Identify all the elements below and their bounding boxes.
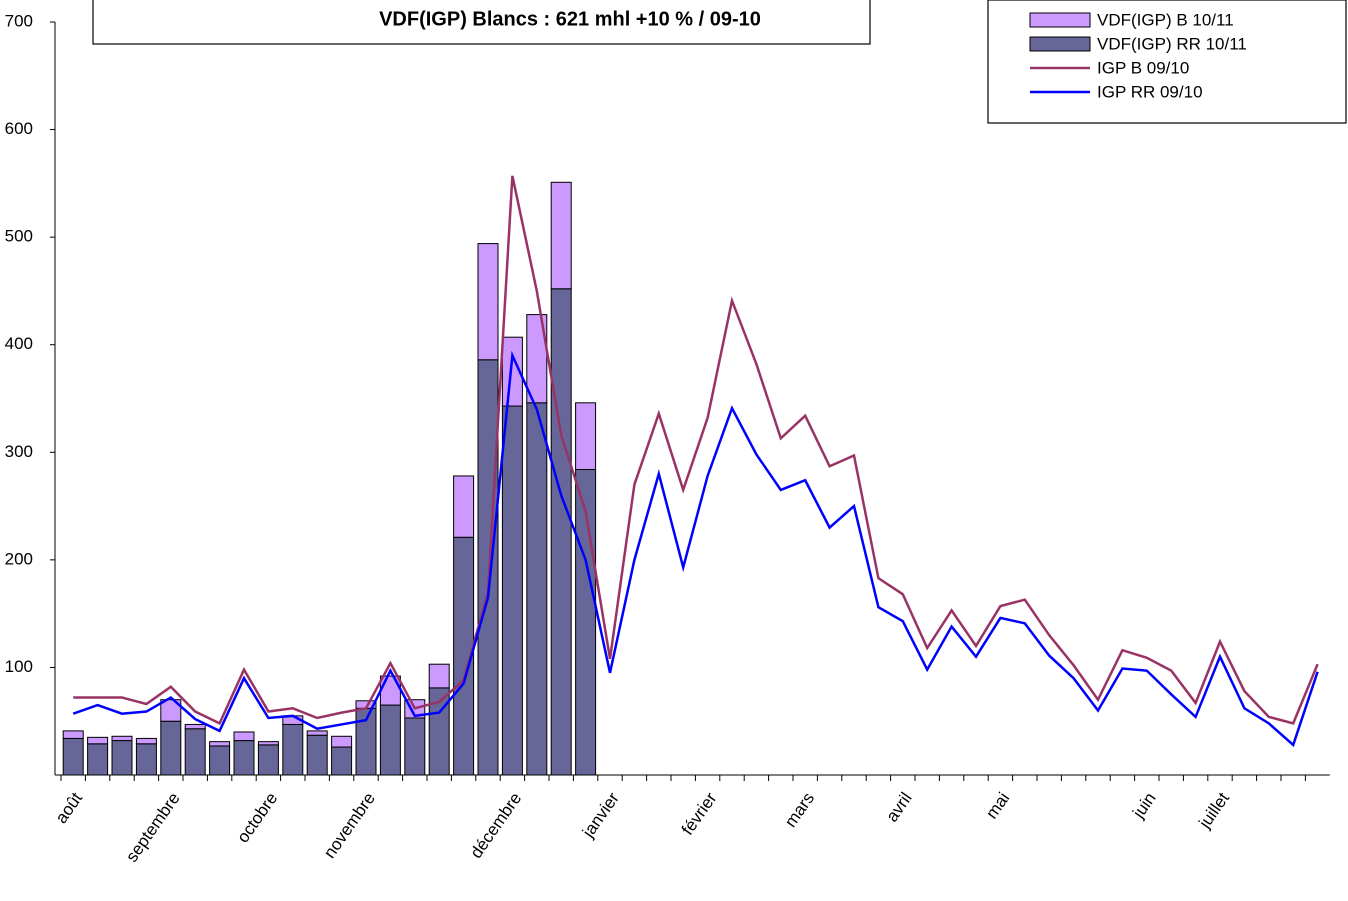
x-tick-label: août [52, 789, 87, 827]
bar [477, 359, 499, 776]
bar [526, 402, 548, 776]
bar [160, 720, 182, 776]
y-tick-label: 400 [5, 334, 33, 353]
x-tick-label: octobre [233, 789, 281, 846]
legend-label: VDF(IGP) RR 10/11 [1097, 34, 1247, 53]
bar [160, 699, 182, 722]
bar [135, 737, 157, 745]
legend-swatch [1029, 12, 1091, 28]
legend-label: IGP RR 09/10 [1097, 82, 1203, 101]
bar [209, 741, 231, 747]
line [72, 350, 1319, 748]
x-tick-label: décembre [466, 789, 525, 862]
line [73, 175, 1319, 726]
bar [135, 743, 157, 776]
bar [379, 675, 401, 706]
bar [477, 243, 499, 361]
bar [62, 730, 84, 739]
bar [233, 731, 255, 742]
bar [184, 728, 206, 776]
x-tick-label: mai [982, 789, 1013, 822]
bar [404, 717, 426, 776]
bar [209, 745, 231, 776]
y-tick-label: 500 [5, 227, 33, 246]
legend-label: IGP B 09/10 [1097, 58, 1189, 77]
bar [257, 744, 279, 776]
x-tick-label: février [678, 789, 721, 839]
y-tick-label: 100 [5, 657, 33, 676]
y-tick-label: 700 [5, 11, 33, 30]
bar [87, 736, 109, 745]
bar [233, 740, 255, 776]
x-tick-label: juin [1128, 789, 1159, 822]
y-tick-label: 200 [5, 549, 33, 568]
x-tick-label: janvier [578, 789, 623, 842]
x-tick-label: novembre [320, 789, 379, 862]
bar [428, 663, 450, 689]
x-tick-label: avril [882, 789, 915, 825]
bar [526, 314, 548, 404]
bar [453, 475, 475, 538]
bar [501, 405, 523, 776]
bar [306, 734, 328, 776]
bar [111, 735, 133, 742]
bar [379, 704, 401, 776]
x-tick-label: mars [781, 789, 818, 831]
bar [550, 288, 572, 776]
bar [87, 743, 109, 776]
bar [501, 336, 523, 407]
bar [306, 730, 328, 736]
bar [282, 723, 304, 776]
x-tick-label: septembre [122, 789, 184, 866]
title-box [92, 0, 871, 45]
plot: 100 200 300 400 500 600 700 août septembre octobr… [5, 11, 1330, 866]
bar [331, 746, 353, 776]
bar [184, 723, 206, 730]
y-tick-label: 300 [5, 442, 33, 461]
x-tick-label: juillet [1195, 789, 1234, 833]
y-tick-label: 600 [5, 119, 33, 138]
legend-label: VDF(IGP) B 10/11 [1097, 10, 1234, 29]
legend: VDF(IGP) B 10/11 VDF(IGP) RR 10/11 IGP B 0… [1029, 10, 1247, 101]
bar [111, 740, 133, 776]
bar [550, 181, 572, 290]
legend-swatch [1029, 36, 1091, 52]
bar [331, 735, 353, 748]
bar [257, 741, 279, 746]
bar [62, 737, 84, 776]
chart-title: VDF(IGP) Blancs : 621 mhl +10 % / 09-10 [379, 8, 761, 30]
bar [575, 402, 597, 470]
